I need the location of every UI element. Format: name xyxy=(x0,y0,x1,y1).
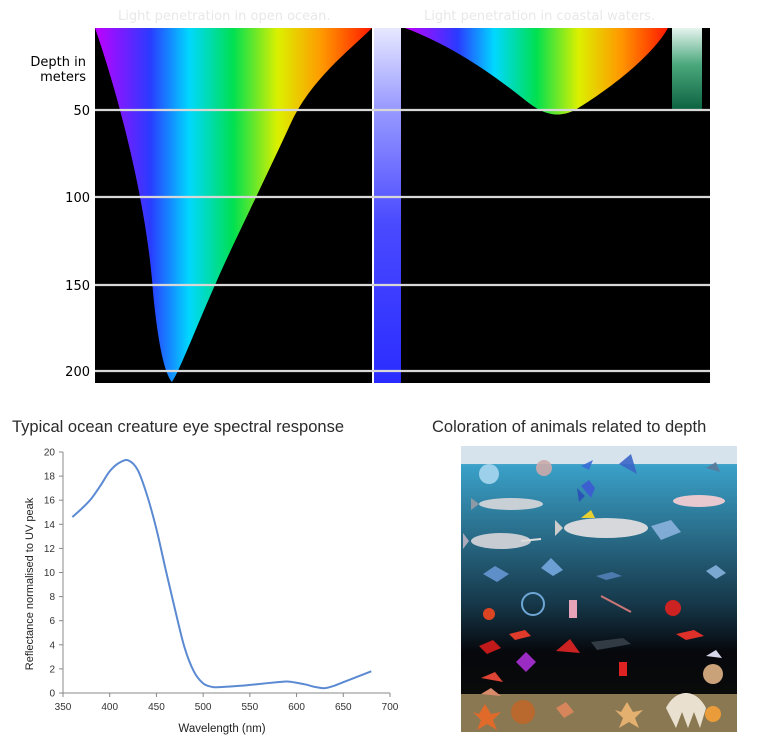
y-tick-label: 16 xyxy=(44,496,56,507)
series-line xyxy=(71,459,372,690)
coloration-title: Coloration of animals related to depth xyxy=(432,418,707,436)
depth-tick-100: 100 xyxy=(65,191,90,206)
deep-red-animals xyxy=(479,630,723,684)
depth-tick-50: 50 xyxy=(73,104,90,119)
depth-coloration-illustration xyxy=(461,446,737,732)
y-tick-label: 12 xyxy=(44,544,56,555)
depth-tick-150: 150 xyxy=(65,279,90,294)
seafloor-animals xyxy=(473,688,721,730)
x-tick-label: 550 xyxy=(242,702,259,713)
depth-label-line2: meters xyxy=(40,70,86,85)
coastal-title: Light penetration in coastal waters. xyxy=(424,9,656,24)
y-axis-label: Reflectance normalised to UV peak xyxy=(24,497,36,670)
coastal-color-strip xyxy=(672,28,702,110)
y-tick-label: 6 xyxy=(49,616,55,627)
fish-group xyxy=(463,495,725,549)
coastal-spectrum-area xyxy=(405,28,668,115)
x-tick-label: 350 xyxy=(55,702,72,713)
x-axis-label: Wavelength (nm) xyxy=(178,723,265,735)
y-tick-label: 2 xyxy=(49,664,55,675)
sea-background xyxy=(461,446,737,732)
open-ocean-color-strip xyxy=(374,28,401,383)
open-ocean-spectrum-area xyxy=(95,28,372,382)
x-tick-label: 450 xyxy=(148,702,165,713)
depth-label-line1: Depth in xyxy=(30,55,86,70)
y-tick-label: 10 xyxy=(44,568,56,579)
y-tick-label: 14 xyxy=(44,520,56,531)
x-tick-label: 650 xyxy=(335,702,352,713)
x-tick-label: 500 xyxy=(195,702,212,713)
depth-tick-200: 200 xyxy=(65,365,90,380)
x-tick-label: 400 xyxy=(101,702,118,713)
x-tick-label: 600 xyxy=(288,702,305,713)
spectral-response-chart: 0 2 4 6 8 10 12 14 16 18 20 350 400 450 500 550 600 650 70… xyxy=(24,448,399,736)
x-tick-label: 700 xyxy=(382,702,399,713)
surface-animals xyxy=(479,454,720,502)
y-tick-label: 8 xyxy=(49,592,55,603)
midwater-animals xyxy=(483,480,726,620)
y-tick-label: 4 xyxy=(49,640,55,651)
spectral-response-title: Typical ocean creature eye spectral resp… xyxy=(12,418,345,436)
open-ocean-title: Light penetration in open ocean. xyxy=(118,9,331,24)
light-penetration-figure: Depth in meters 50 100 150 200 xyxy=(30,28,710,383)
surface-sky xyxy=(461,446,737,464)
y-tick-label: 18 xyxy=(44,472,56,483)
y-tick-label: 20 xyxy=(44,448,56,459)
y-tick-label: 0 xyxy=(49,689,55,700)
